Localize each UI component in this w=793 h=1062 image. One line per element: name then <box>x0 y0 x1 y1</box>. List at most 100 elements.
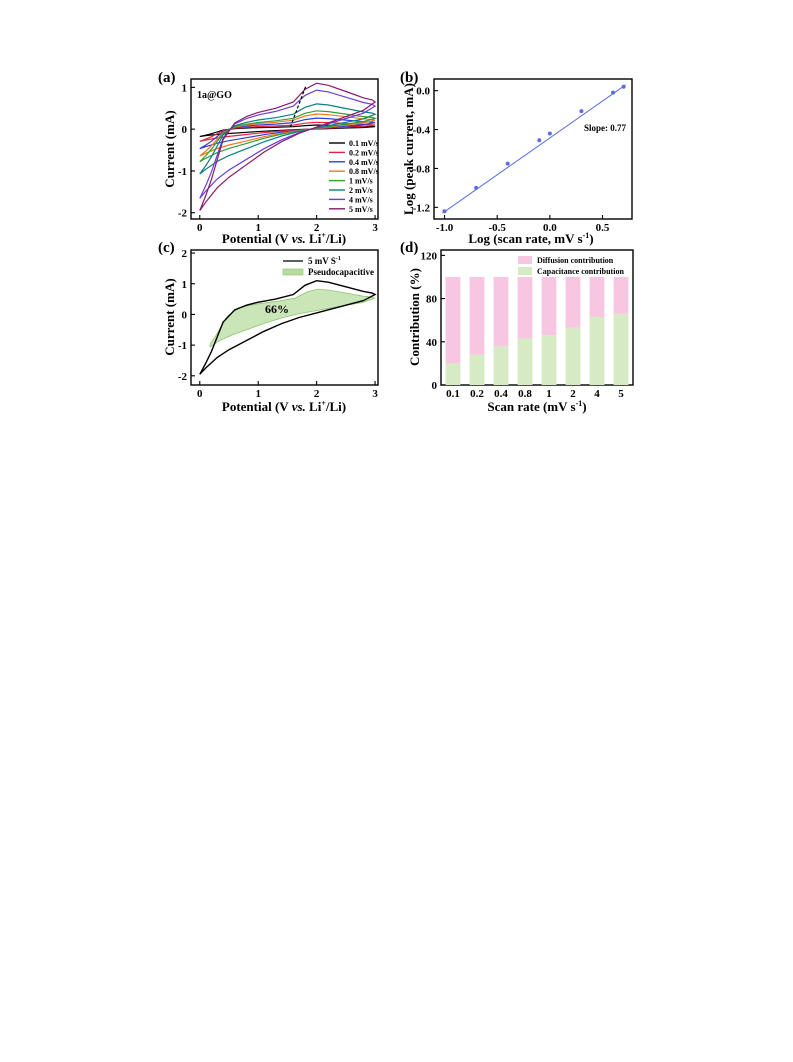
cv-curve <box>199 113 376 157</box>
panel-a-ytick-label: -1 <box>178 166 187 178</box>
panel-b-xlabel-main: Log (scan rate, mV s <box>468 231 582 246</box>
panel-d-xtick-label: 5 <box>618 388 624 400</box>
legend-swatch-pseudo <box>282 268 304 276</box>
panel-c-ytick-label: 2 <box>182 248 188 260</box>
panel-d-xtick-label: 0.8 <box>518 388 532 400</box>
legend-label: 2 mV/s <box>349 186 373 195</box>
panel-b: (b) -1.0 -0.5 0.0 0.5 -1.2 -0.8 -0.4 0.0 Slope:… <box>400 70 633 246</box>
cv-curve <box>199 82 377 211</box>
panel-a-xtick-label: 3 <box>372 222 378 234</box>
bar-diffusion <box>469 277 485 355</box>
legend-label-pseudo: Pseudocapacitive <box>308 267 374 277</box>
panel-b-frame <box>433 78 633 220</box>
data-point <box>611 90 616 95</box>
legend-label: 0.8 mV/s <box>349 167 379 176</box>
cv-curve <box>199 89 377 199</box>
bar-capacitance <box>517 338 533 385</box>
panel-a-ytick-label: 0 <box>182 124 188 136</box>
pseudocapacitive-area <box>209 288 376 348</box>
legend-label-diffusion: Diffusion contribution <box>537 256 614 265</box>
panel-b-xtick-label: -0.5 <box>488 222 506 234</box>
panel-c-xtick-label: 2 <box>314 388 320 400</box>
legend-label: 5 mV/s <box>349 205 373 214</box>
panel-b-ytick-label: -1.2 <box>413 202 431 214</box>
panel-d: (d) 0 40 80 120 0.1 0.2 0.4 0.8 1 2 4 5 Diffusion c… <box>400 240 634 414</box>
panel-c-ytick-label: 1 <box>182 279 188 291</box>
data-point <box>579 109 584 114</box>
panel-d-ticks: 0 40 80 120 0.1 0.2 0.4 0.8 1 2 4 5 <box>421 250 625 400</box>
legend-swatch-diffusion <box>518 256 532 264</box>
panel-b-xlabel-sup: -1 <box>583 231 590 240</box>
panel-c-ytick-label: -1 <box>178 340 187 352</box>
panel-d-ytick-label: 0 <box>432 380 438 392</box>
panel-b-ytick-label: -0.4 <box>413 125 431 137</box>
legend-label: 0.4 mV/s <box>349 158 379 167</box>
panel-d-xtick-label: 2 <box>570 388 576 400</box>
panel-b-ytick-label: 0.0 <box>416 86 430 98</box>
legend-label: 0.2 mV/s <box>349 148 379 157</box>
panel-d-ytick-label: 40 <box>426 337 438 349</box>
bar-capacitance <box>613 313 629 385</box>
data-point <box>547 131 552 136</box>
panel-d-ytick-label: 80 <box>426 294 438 306</box>
pseudo-percent-label: 66% <box>265 302 289 316</box>
bar-diffusion <box>517 277 533 339</box>
panel-a-xtick-label: 1 <box>255 222 261 234</box>
cv-curve-5mvs <box>199 279 377 375</box>
panel-d-xlabel-main: Scan rate (mV s <box>487 399 575 414</box>
panel-c-xlabel-li: Li <box>306 399 322 414</box>
panel-a-xtick-label: 0 <box>197 222 203 234</box>
panel-a-ytick-label: 1 <box>182 82 188 94</box>
panel-a-curves <box>199 82 378 211</box>
panel-a-xlabel-part1: Potential (V <box>222 231 292 246</box>
bar-diffusion <box>493 277 509 347</box>
bar-capacitance <box>589 316 605 385</box>
panel-d-xlabel-sup: -1 <box>576 399 583 408</box>
panel-d-xlabel-end: ) <box>582 399 586 414</box>
panel-a-legend: 0.1 mV/s0.2 mV/s0.4 mV/s0.8 mV/s1 mV/s2 … <box>329 139 379 214</box>
panel-a-xlabel-end: /Li) <box>325 231 346 246</box>
bar-diffusion <box>565 277 581 328</box>
cv-curve <box>199 121 376 142</box>
data-point <box>505 161 510 166</box>
legend-label: 4 mV/s <box>349 195 373 204</box>
legend-label: 0.1 mV/s <box>349 139 379 148</box>
bar-diffusion <box>613 277 629 314</box>
panel-c-xlabel-end: /Li) <box>325 399 346 414</box>
data-point <box>537 138 542 143</box>
panel-b-xtick-label: 0.0 <box>543 222 557 234</box>
legend-5mvs-main: 5 mV S <box>308 256 336 266</box>
panel-a-xlabel-sup: + <box>321 231 326 240</box>
panel-c-xtick-label: 0 <box>197 388 203 400</box>
panel-a-ytick-label: -2 <box>178 208 188 220</box>
legend-label-5mvs: 5 mV S-1 <box>308 256 341 266</box>
peak-shift-arrow <box>289 85 307 128</box>
panel-b-ytick-label: -0.8 <box>413 163 431 175</box>
fit-line <box>442 84 626 214</box>
panel-c-xtick-label: 3 <box>372 388 378 400</box>
legend-label-capacitance: Capacitance contribution <box>537 267 624 276</box>
legend-5mvs-sup: -1 <box>336 256 341 262</box>
bar-capacitance <box>445 363 461 385</box>
slope-annotation: Slope: 0.77 <box>584 123 627 133</box>
data-point <box>442 209 447 214</box>
bar-diffusion <box>445 277 461 364</box>
panel-d-xtick-label: 1 <box>546 388 552 400</box>
panel-a-ylabel: Current (mA) <box>162 110 177 187</box>
cv-curve <box>199 103 377 175</box>
panel-c-ytick-label: -2 <box>178 371 188 383</box>
panel-a-xlabel-li: Li <box>306 231 322 246</box>
panel-b-xlabel: Log (scan rate, mV s-1) <box>468 231 593 246</box>
panel-b-xtick-label: -1.0 <box>436 222 454 234</box>
data-point <box>621 84 626 89</box>
panel-c-xlabel: Potential (V vs. Li+/Li) <box>222 399 346 414</box>
panel-a-frame <box>190 78 379 220</box>
panel-d-xtick-label: 0.4 <box>494 388 508 400</box>
bar-capacitance <box>565 327 581 385</box>
panel-c-xtick-label: 1 <box>255 388 261 400</box>
panel-b-ylabel: Log (peak current, mA) <box>401 83 416 215</box>
data-point <box>474 185 479 190</box>
panel-c-frame <box>190 249 379 386</box>
